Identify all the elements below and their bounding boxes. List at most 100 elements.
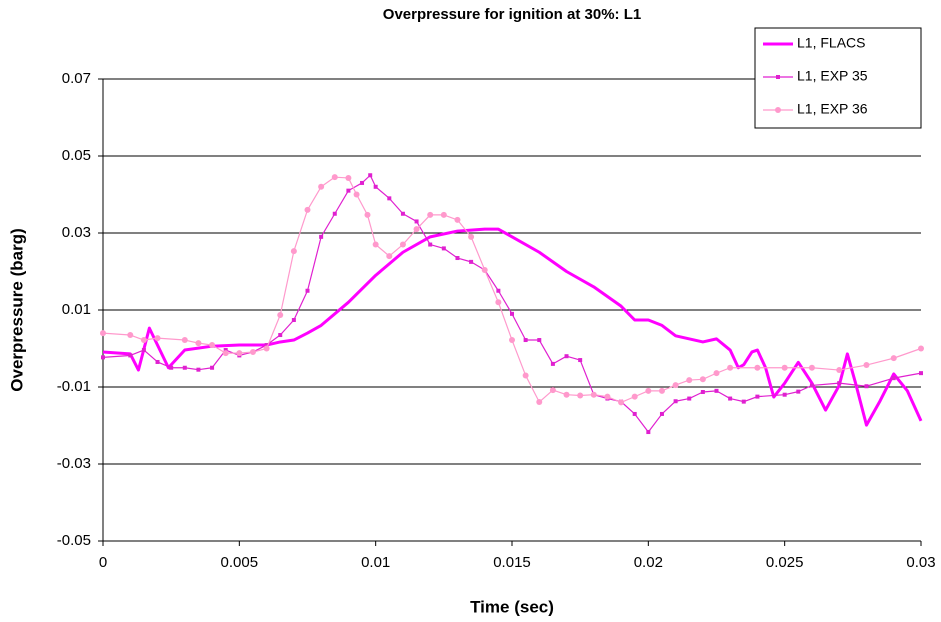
marker [537, 338, 542, 343]
marker [510, 311, 514, 316]
marker [455, 256, 460, 261]
marker [727, 364, 734, 371]
marker [290, 248, 297, 255]
marker [686, 377, 693, 384]
marker [658, 387, 665, 394]
marker [468, 233, 475, 240]
marker [687, 396, 692, 401]
y-tick-label: 0.07 [62, 70, 91, 87]
marker [646, 430, 651, 435]
marker [808, 364, 815, 371]
marker [263, 345, 270, 352]
marker [100, 330, 106, 337]
marker [728, 396, 733, 401]
y-tick-label: 0.01 [62, 301, 91, 318]
marker [291, 318, 296, 323]
marker [890, 355, 897, 362]
y-axis-title: Overpressure (barg) [7, 228, 26, 391]
legend-label: L1, EXP 36 [797, 101, 868, 117]
marker [277, 312, 284, 319]
marker [863, 362, 870, 369]
marker [919, 371, 923, 376]
marker [632, 411, 637, 416]
marker [387, 196, 392, 201]
marker [659, 411, 664, 416]
x-tick-label: 0.02 [634, 554, 663, 571]
marker [128, 353, 133, 358]
marker [864, 384, 869, 389]
y-tick-label: -0.03 [57, 455, 91, 472]
marker [345, 174, 352, 181]
marker [891, 376, 896, 381]
marker [645, 387, 652, 394]
marker [386, 253, 393, 260]
marker [222, 350, 229, 357]
marker [673, 399, 678, 404]
marker [536, 399, 543, 406]
marker [782, 392, 787, 397]
marker [413, 226, 420, 233]
y-tick-label: 0.03 [62, 224, 91, 241]
marker [399, 241, 406, 248]
marker [755, 394, 760, 399]
marker [441, 246, 446, 251]
marker [319, 234, 324, 239]
marker [781, 364, 788, 371]
marker [590, 391, 597, 398]
marker [754, 364, 761, 371]
marker [796, 389, 801, 394]
marker [278, 333, 283, 338]
marker [372, 241, 379, 248]
marker [223, 348, 228, 353]
marker [713, 370, 720, 377]
marker [604, 393, 611, 400]
marker [550, 361, 555, 366]
marker [346, 188, 351, 193]
marker [209, 342, 216, 349]
marker [236, 350, 243, 357]
series-line [102, 227, 923, 427]
marker [578, 358, 583, 363]
marker [332, 211, 337, 216]
marker [523, 338, 528, 343]
marker [127, 332, 134, 339]
marker [368, 173, 373, 178]
marker [809, 383, 814, 388]
marker [353, 191, 360, 198]
x-tick-label: 0.03 [906, 554, 935, 571]
marker [837, 381, 842, 386]
legend-label: L1, FLACS [797, 35, 865, 51]
chart-title: Overpressure for ignition at 30%: L1 [383, 6, 641, 23]
marker [509, 337, 515, 344]
marker [563, 391, 570, 398]
legend-marker [776, 75, 780, 79]
legend-label: L1, EXP 35 [797, 68, 868, 84]
marker [154, 335, 161, 342]
marker [400, 211, 405, 216]
marker [469, 259, 474, 264]
y-tick-label: -0.01 [57, 378, 91, 395]
marker [700, 390, 705, 395]
marker [169, 365, 174, 370]
x-tick-label: 0.005 [221, 554, 259, 571]
marker [741, 399, 746, 404]
marker [672, 382, 679, 389]
marker [440, 211, 447, 218]
marker [305, 288, 310, 293]
marker [631, 393, 638, 400]
y-tick-label: 0.05 [62, 147, 91, 164]
marker [481, 266, 488, 273]
marker [427, 211, 434, 218]
marker [181, 337, 188, 344]
marker [101, 355, 105, 360]
marker [195, 340, 202, 347]
legend-marker [775, 107, 781, 113]
marker [577, 392, 584, 399]
marker [918, 345, 924, 352]
marker [428, 242, 433, 247]
marker [249, 348, 256, 355]
marker [414, 219, 419, 224]
marker [836, 367, 843, 374]
marker [141, 348, 146, 353]
